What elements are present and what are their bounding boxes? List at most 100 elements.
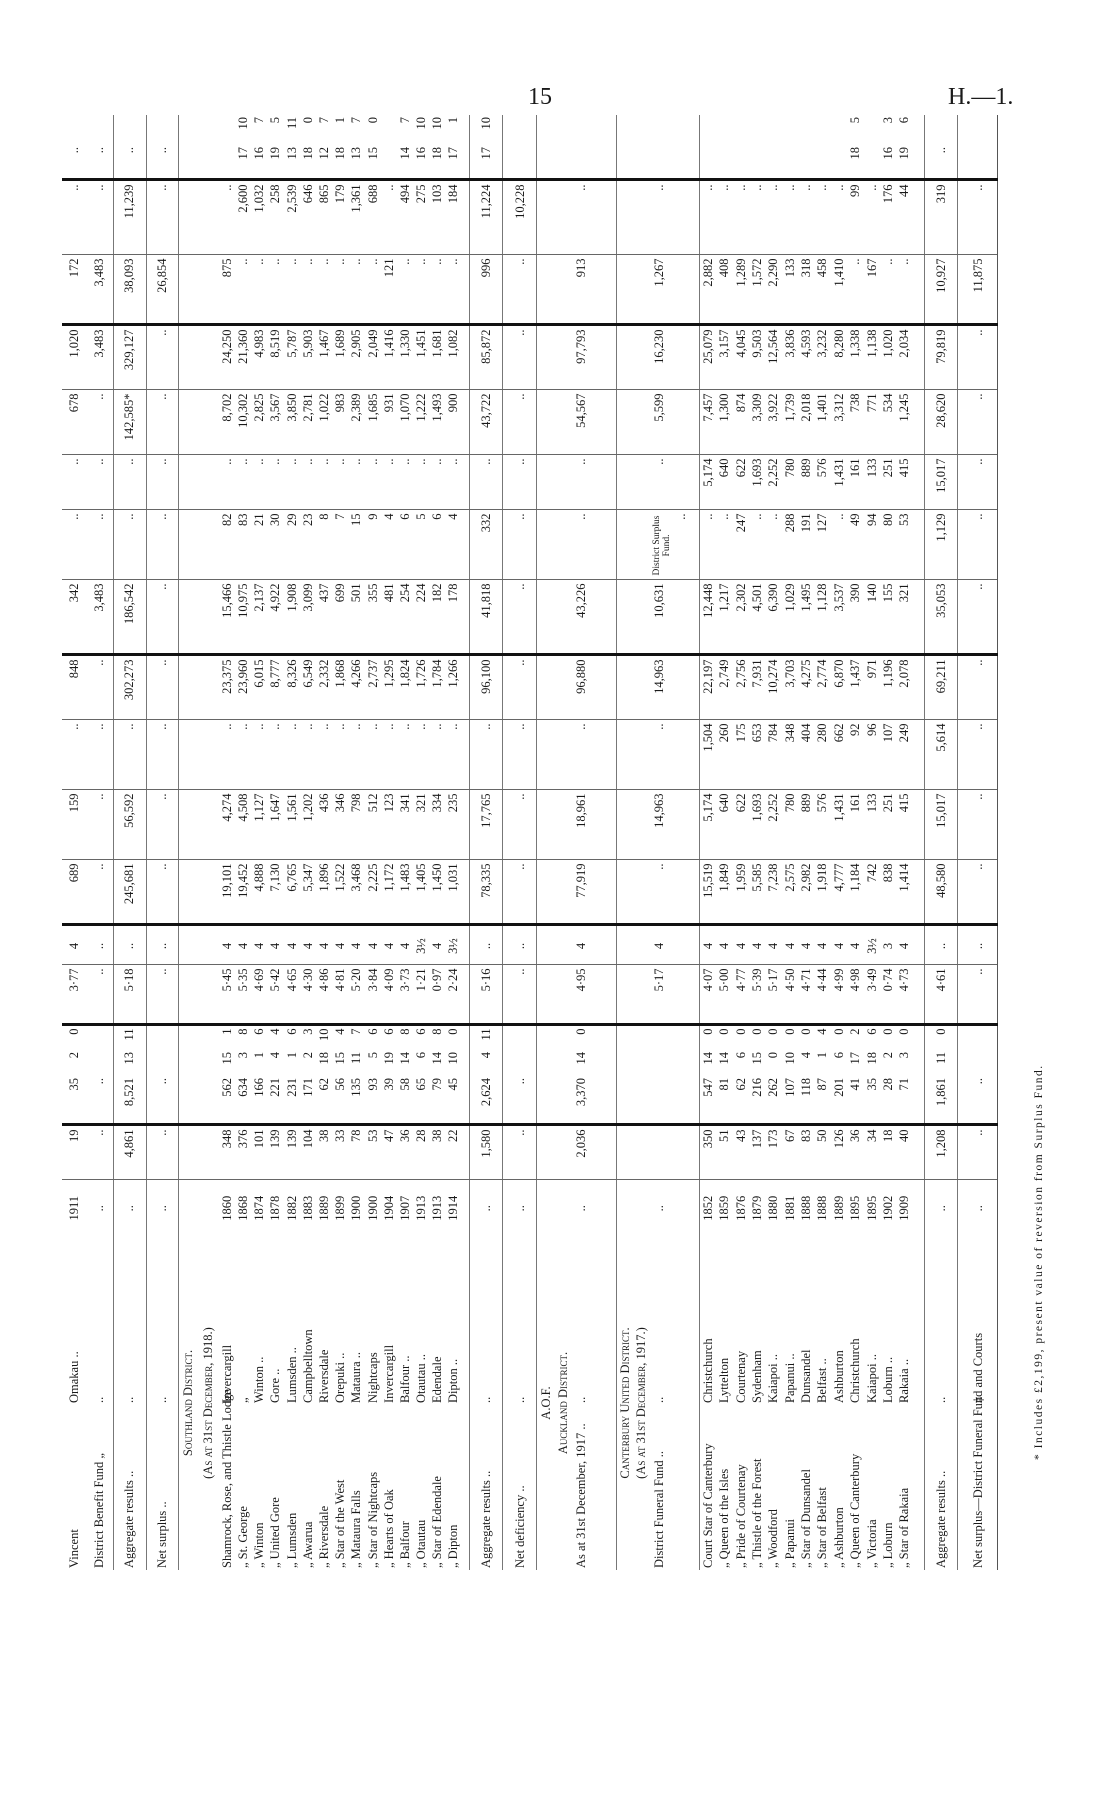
value-col-c-cell: .. <box>429 720 446 790</box>
amount-shillings-cell: 6 <box>831 1052 846 1059</box>
members-cell: 126 <box>830 1125 848 1180</box>
deficiency-pounds-cell: 44 <box>896 180 913 255</box>
amount-shillings-cell: 4 <box>799 1052 814 1059</box>
amount-shillings-cell: 13 <box>113 1050 146 1075</box>
deficiency-pounds-cell: .. <box>814 180 831 255</box>
year-opened-cell: 1879 <box>749 1195 764 1221</box>
liability-col-a-cell: .. <box>957 580 998 655</box>
empty-cell <box>554 390 571 455</box>
empty-cell <box>554 720 571 790</box>
deficiency-shillings-cell: 18 <box>429 145 446 180</box>
average-value-cell: 4·77 <box>732 965 749 1025</box>
liability-col-a-cell: 3,099 <box>299 580 317 655</box>
district-surplus-fund-cell: 191 <box>798 510 815 580</box>
lodge-name-cell: Aggregate results .. <box>113 1405 146 1570</box>
value-col-b-cell: 56,592 <box>113 790 146 860</box>
surplus-cell: .. <box>364 255 381 325</box>
district-surplus-fund-cell: .. <box>570 510 617 580</box>
district-heading-text: Southland District. <box>178 1235 198 1570</box>
value-col-total-cell: 2,078 <box>896 655 913 720</box>
lodge-name-cell: „ Thistle of the Forest <box>749 1458 764 1568</box>
empty-cell <box>633 1025 649 1050</box>
lodge-name-cell: „ Loburn <box>881 1522 896 1568</box>
empty-cell <box>633 115 649 145</box>
place-cell: Otautau .. <box>414 1354 429 1403</box>
deficiency-pence-cell: 0 <box>365 117 380 124</box>
value-col-a-cell: 77,919 <box>570 860 617 925</box>
amount-pounds-cell: .. <box>146 1075 178 1125</box>
empty-cell <box>616 655 633 720</box>
amount-pence-cell: 0 <box>782 1028 797 1035</box>
deficiency-pounds-cell: 184 <box>445 180 462 255</box>
table-row: „ Star of the West Orepuki .. 1899 33 56 15 4 4… <box>332 115 349 1570</box>
average-value-cell: 4·44 <box>814 965 831 1025</box>
place-cell: Kaiapoi .. <box>766 1354 781 1403</box>
liability-col-d-cell: 1,300 <box>716 390 733 455</box>
value-col-b-cell: 159 <box>62 790 86 860</box>
liability-col-a-cell: 321 <box>896 580 913 655</box>
empty-cell <box>616 325 633 390</box>
liability-total-cell: 25,079 <box>699 325 717 390</box>
empty-cell <box>461 145 470 180</box>
year-opened-cell: 1907 <box>397 1195 412 1221</box>
average-value-cell: 4·09 <box>380 965 398 1025</box>
empty-cell <box>616 115 633 145</box>
deficiency-shillings-cell: 13 <box>283 145 300 180</box>
year-opened-cell: 1888 <box>815 1195 830 1221</box>
value-col-b-cell: 1,202 <box>299 790 317 860</box>
amount-pence-cell: 0 <box>66 1028 81 1035</box>
value-col-c-cell: .. <box>364 720 381 790</box>
value-col-total-cell: 3,703 <box>781 655 799 720</box>
value-col-total-cell: 96,880 <box>570 655 617 720</box>
value-col-total-cell: .. <box>146 655 178 720</box>
value-col-b-cell: 17,765 <box>469 790 503 860</box>
amount-pence-cell: 0 <box>897 1028 912 1035</box>
value-col-a-cell: 7,130 <box>267 860 284 925</box>
liability-total-cell: 5,903 <box>299 325 317 390</box>
liability-col-a-cell: 35,053 <box>924 580 958 655</box>
average-value-cell: 3·73 <box>397 965 414 1025</box>
liability-col-c-cell: .. <box>380 455 398 510</box>
year-opened-cell: 1878 <box>268 1195 283 1221</box>
average-value-cell: 5·39 <box>748 965 766 1025</box>
amount-shillings-cell: 3 <box>236 1052 251 1059</box>
liability-col-a-cell: 182 <box>429 580 446 655</box>
amount-shillings-cell: 6 <box>414 1052 429 1059</box>
surplus-cell: .. <box>429 255 446 325</box>
amount-pence-cell: 8 <box>236 1028 251 1035</box>
amount-shillings-cell: 2 <box>881 1052 896 1059</box>
empty-cell <box>198 1125 219 1180</box>
place-cell: Papanui .. <box>782 1353 797 1403</box>
amount-pounds-cell: 41 <box>847 1075 864 1125</box>
liability-col-d-cell: 1,245 <box>896 390 913 455</box>
empty-cell <box>178 965 198 1025</box>
empty-cell <box>536 180 555 255</box>
deficiency-pounds-cell: .. <box>748 180 766 255</box>
value-col-b-cell: 346 <box>332 790 349 860</box>
liability-col-c-cell: 1,693 <box>748 455 766 510</box>
amount-pounds-cell: 81 <box>716 1075 733 1125</box>
table-row: „ Ashburton Ashburton 1889 126 201 6 0 4·99 4 4,7… <box>830 115 848 1570</box>
members-cell: 18 <box>880 1125 897 1180</box>
liability-col-d-cell: 2,389 <box>348 390 365 455</box>
empty-cell <box>461 510 470 580</box>
liability-total-cell: 4,983 <box>251 325 268 390</box>
liability-col-c-cell: 161 <box>847 455 864 510</box>
liability-total-cell: 2,905 <box>348 325 365 390</box>
average-value-cell: 5·45 <box>219 965 236 1025</box>
liability-col-c-cell: .. <box>219 455 236 510</box>
value-col-b-cell: 1,561 <box>283 790 300 860</box>
district-surplus-fund-cell: 15 <box>348 510 365 580</box>
value-col-c-cell: .. <box>235 720 252 790</box>
empty-cell <box>912 790 925 860</box>
liability-col-c-cell: 251 <box>880 455 897 510</box>
value-col-c-cell: .. <box>283 720 300 790</box>
empty-cell <box>198 790 219 860</box>
page-number: 15 <box>528 84 552 110</box>
amount-shillings-cell: 1 <box>815 1052 830 1059</box>
empty-cell <box>554 325 571 390</box>
empty-cell <box>912 965 925 1025</box>
average-value-cell: 5·35 <box>235 965 252 1025</box>
empty-cell <box>462 1025 470 1050</box>
empty-cell <box>632 510 649 580</box>
